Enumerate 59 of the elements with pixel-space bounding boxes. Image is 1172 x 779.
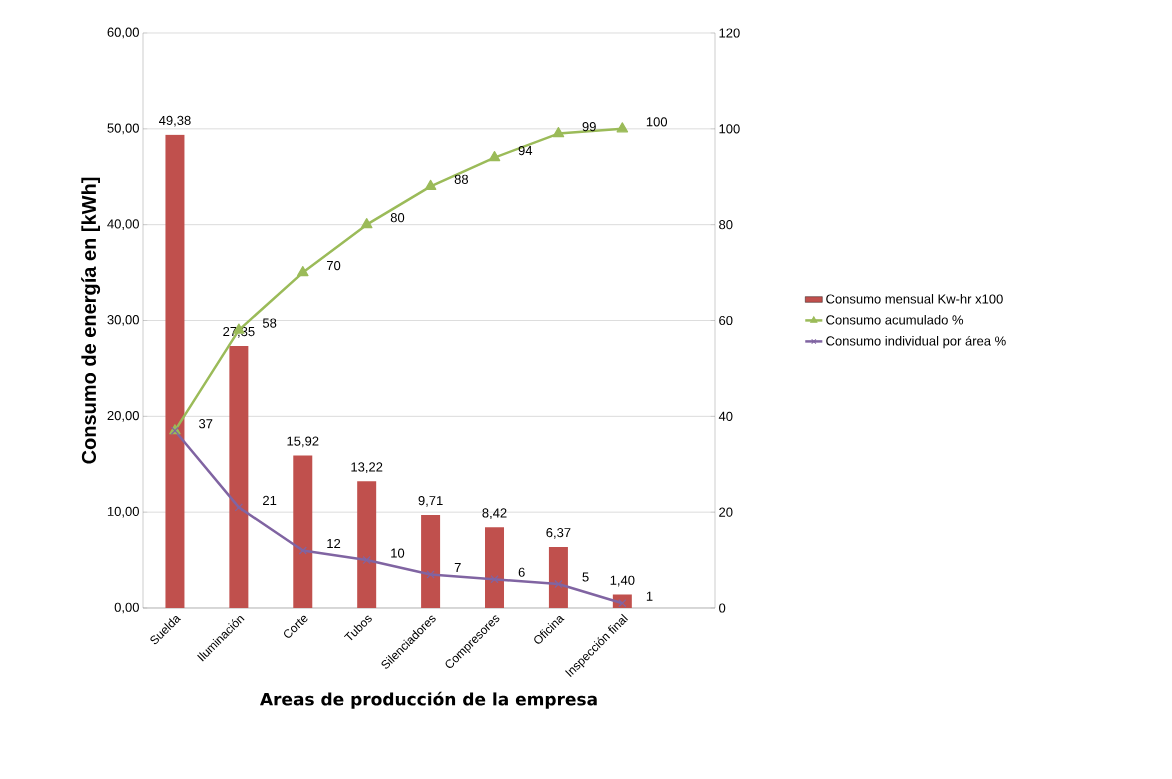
- point: [298, 546, 307, 555]
- data-label: 58: [262, 318, 277, 328]
- data-label: 100: [646, 117, 668, 127]
- legend-label: Consumo mensual Kw-hr x100: [826, 294, 1003, 304]
- data-label: 15,92: [287, 436, 319, 448]
- data-label: 1: [646, 591, 653, 601]
- bar: [229, 345, 249, 608]
- data-label: 7: [454, 562, 461, 572]
- data-label: 5: [582, 572, 589, 582]
- y2-tick-label: 100: [719, 124, 740, 134]
- data-label: 9,71: [418, 496, 443, 507]
- y2-tick-label: 80: [719, 220, 733, 230]
- data-label: 6: [518, 567, 525, 577]
- y2-tick-label: 60: [719, 315, 733, 326]
- data-label: 88: [454, 174, 469, 184]
- y-tick-label: 20,00: [107, 410, 139, 422]
- bar: [293, 455, 313, 608]
- data-label: 12: [327, 538, 341, 549]
- data-label: 13,22: [351, 462, 383, 474]
- data-label: 21: [263, 495, 277, 505]
- data-label: 10: [391, 548, 405, 558]
- y-tick-label: 10,00: [107, 506, 139, 518]
- data-label: 99: [582, 122, 596, 132]
- data-label: 6,37: [546, 528, 571, 539]
- point: [552, 127, 565, 138]
- y2-tick-label: 40: [718, 411, 733, 421]
- bar: [421, 514, 441, 608]
- bar: [165, 134, 185, 608]
- y-tick-label: 40,00: [107, 219, 139, 231]
- y2-tick-label: 20: [719, 507, 733, 517]
- data-label: 80: [390, 213, 405, 223]
- bar: [485, 527, 505, 608]
- point: [424, 179, 437, 190]
- y2-tick-label: 0: [719, 603, 726, 613]
- data-label: 70: [326, 260, 341, 271]
- y-tick-label: 60,00: [107, 27, 139, 39]
- point: [426, 570, 435, 579]
- x-axis-title: Areas de producción de la empresa: [260, 691, 597, 709]
- point: [616, 122, 629, 133]
- y-tick-label: 0,00: [114, 602, 139, 614]
- bar: [548, 546, 568, 608]
- y-tick-label: 50,00: [107, 123, 139, 135]
- y2-tick-label: 120: [719, 28, 740, 38]
- legend-label: Consumo acumulado %: [826, 314, 964, 325]
- point: [554, 579, 563, 589]
- legend-label: Consumo individual por área %: [826, 335, 1006, 349]
- y-axis-title: Consumo de energía en [kWh]: [81, 177, 101, 464]
- data-label: 1,40: [610, 575, 635, 587]
- point: [360, 218, 373, 229]
- point: [490, 575, 499, 584]
- data-label: 94: [518, 145, 533, 156]
- data-label: 8,42: [482, 508, 507, 520]
- y-tick-label: 30,00: [107, 315, 139, 326]
- point: [296, 265, 309, 277]
- point: [362, 555, 371, 565]
- point: [488, 150, 501, 162]
- bar: [357, 481, 377, 608]
- data-label: 37: [198, 419, 213, 429]
- data-label: 49,38: [158, 115, 191, 127]
